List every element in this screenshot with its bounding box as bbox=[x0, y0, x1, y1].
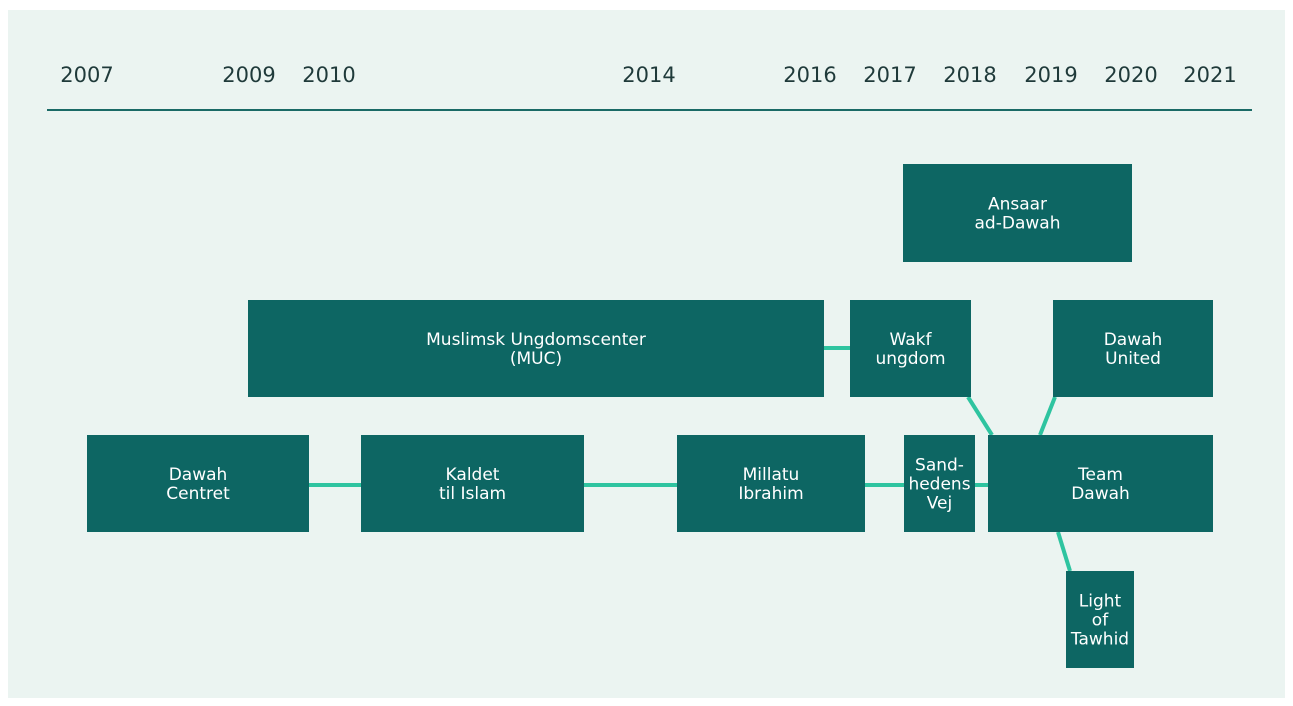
connector bbox=[1038, 396, 1057, 436]
connector bbox=[1056, 531, 1072, 572]
year-label: 2007 bbox=[60, 63, 113, 87]
node-box bbox=[677, 435, 865, 532]
node-label: Centret bbox=[166, 484, 230, 504]
node-label: Light bbox=[1079, 592, 1122, 612]
node-label: Vej bbox=[927, 494, 953, 514]
node-label: Team bbox=[1077, 465, 1123, 485]
node-box bbox=[361, 435, 584, 532]
node-label: Ansaar bbox=[988, 195, 1047, 215]
node-label: United bbox=[1105, 349, 1161, 369]
node-label: Dawah bbox=[1071, 484, 1130, 504]
node-box bbox=[850, 300, 971, 397]
node-label: (MUC) bbox=[510, 349, 562, 369]
year-label: 2014 bbox=[622, 63, 675, 87]
year-label: 2016 bbox=[783, 63, 836, 87]
year-label: 2020 bbox=[1104, 63, 1157, 87]
node-label: til Islam bbox=[439, 484, 506, 504]
node-box bbox=[87, 435, 309, 532]
node-box bbox=[988, 435, 1213, 532]
node-label: Dawah bbox=[169, 465, 228, 485]
year-label: 2009 bbox=[222, 63, 275, 87]
connectors bbox=[309, 346, 1072, 572]
node-label: ungdom bbox=[875, 349, 945, 369]
node-label: Muslimsk Ungdomscenter bbox=[426, 330, 646, 350]
node-label: Wakf bbox=[890, 330, 933, 350]
node-label: hedens bbox=[908, 475, 970, 495]
year-label: 2021 bbox=[1183, 63, 1236, 87]
node-label: ad-Dawah bbox=[975, 214, 1061, 234]
node-box bbox=[248, 300, 824, 397]
node-box bbox=[1053, 300, 1213, 397]
node-label: Sand- bbox=[915, 456, 964, 476]
node: Muslimsk Ungdomscenter(MUC) bbox=[248, 300, 824, 397]
node-label: Kaldet bbox=[446, 465, 500, 485]
node-box bbox=[904, 435, 975, 532]
node-box bbox=[903, 164, 1132, 262]
node-label: Millatu bbox=[743, 465, 800, 485]
node-label: of bbox=[1092, 611, 1109, 631]
year-label: 2018 bbox=[943, 63, 996, 87]
node-label: Ibrahim bbox=[738, 484, 803, 504]
year-label: 2019 bbox=[1024, 63, 1077, 87]
node-label: Dawah bbox=[1104, 330, 1163, 350]
year-label: 2010 bbox=[302, 63, 355, 87]
year-label: 2017 bbox=[863, 63, 916, 87]
connector bbox=[966, 395, 994, 437]
node-label: Tawhid bbox=[1070, 630, 1129, 650]
node-box bbox=[1066, 571, 1134, 668]
